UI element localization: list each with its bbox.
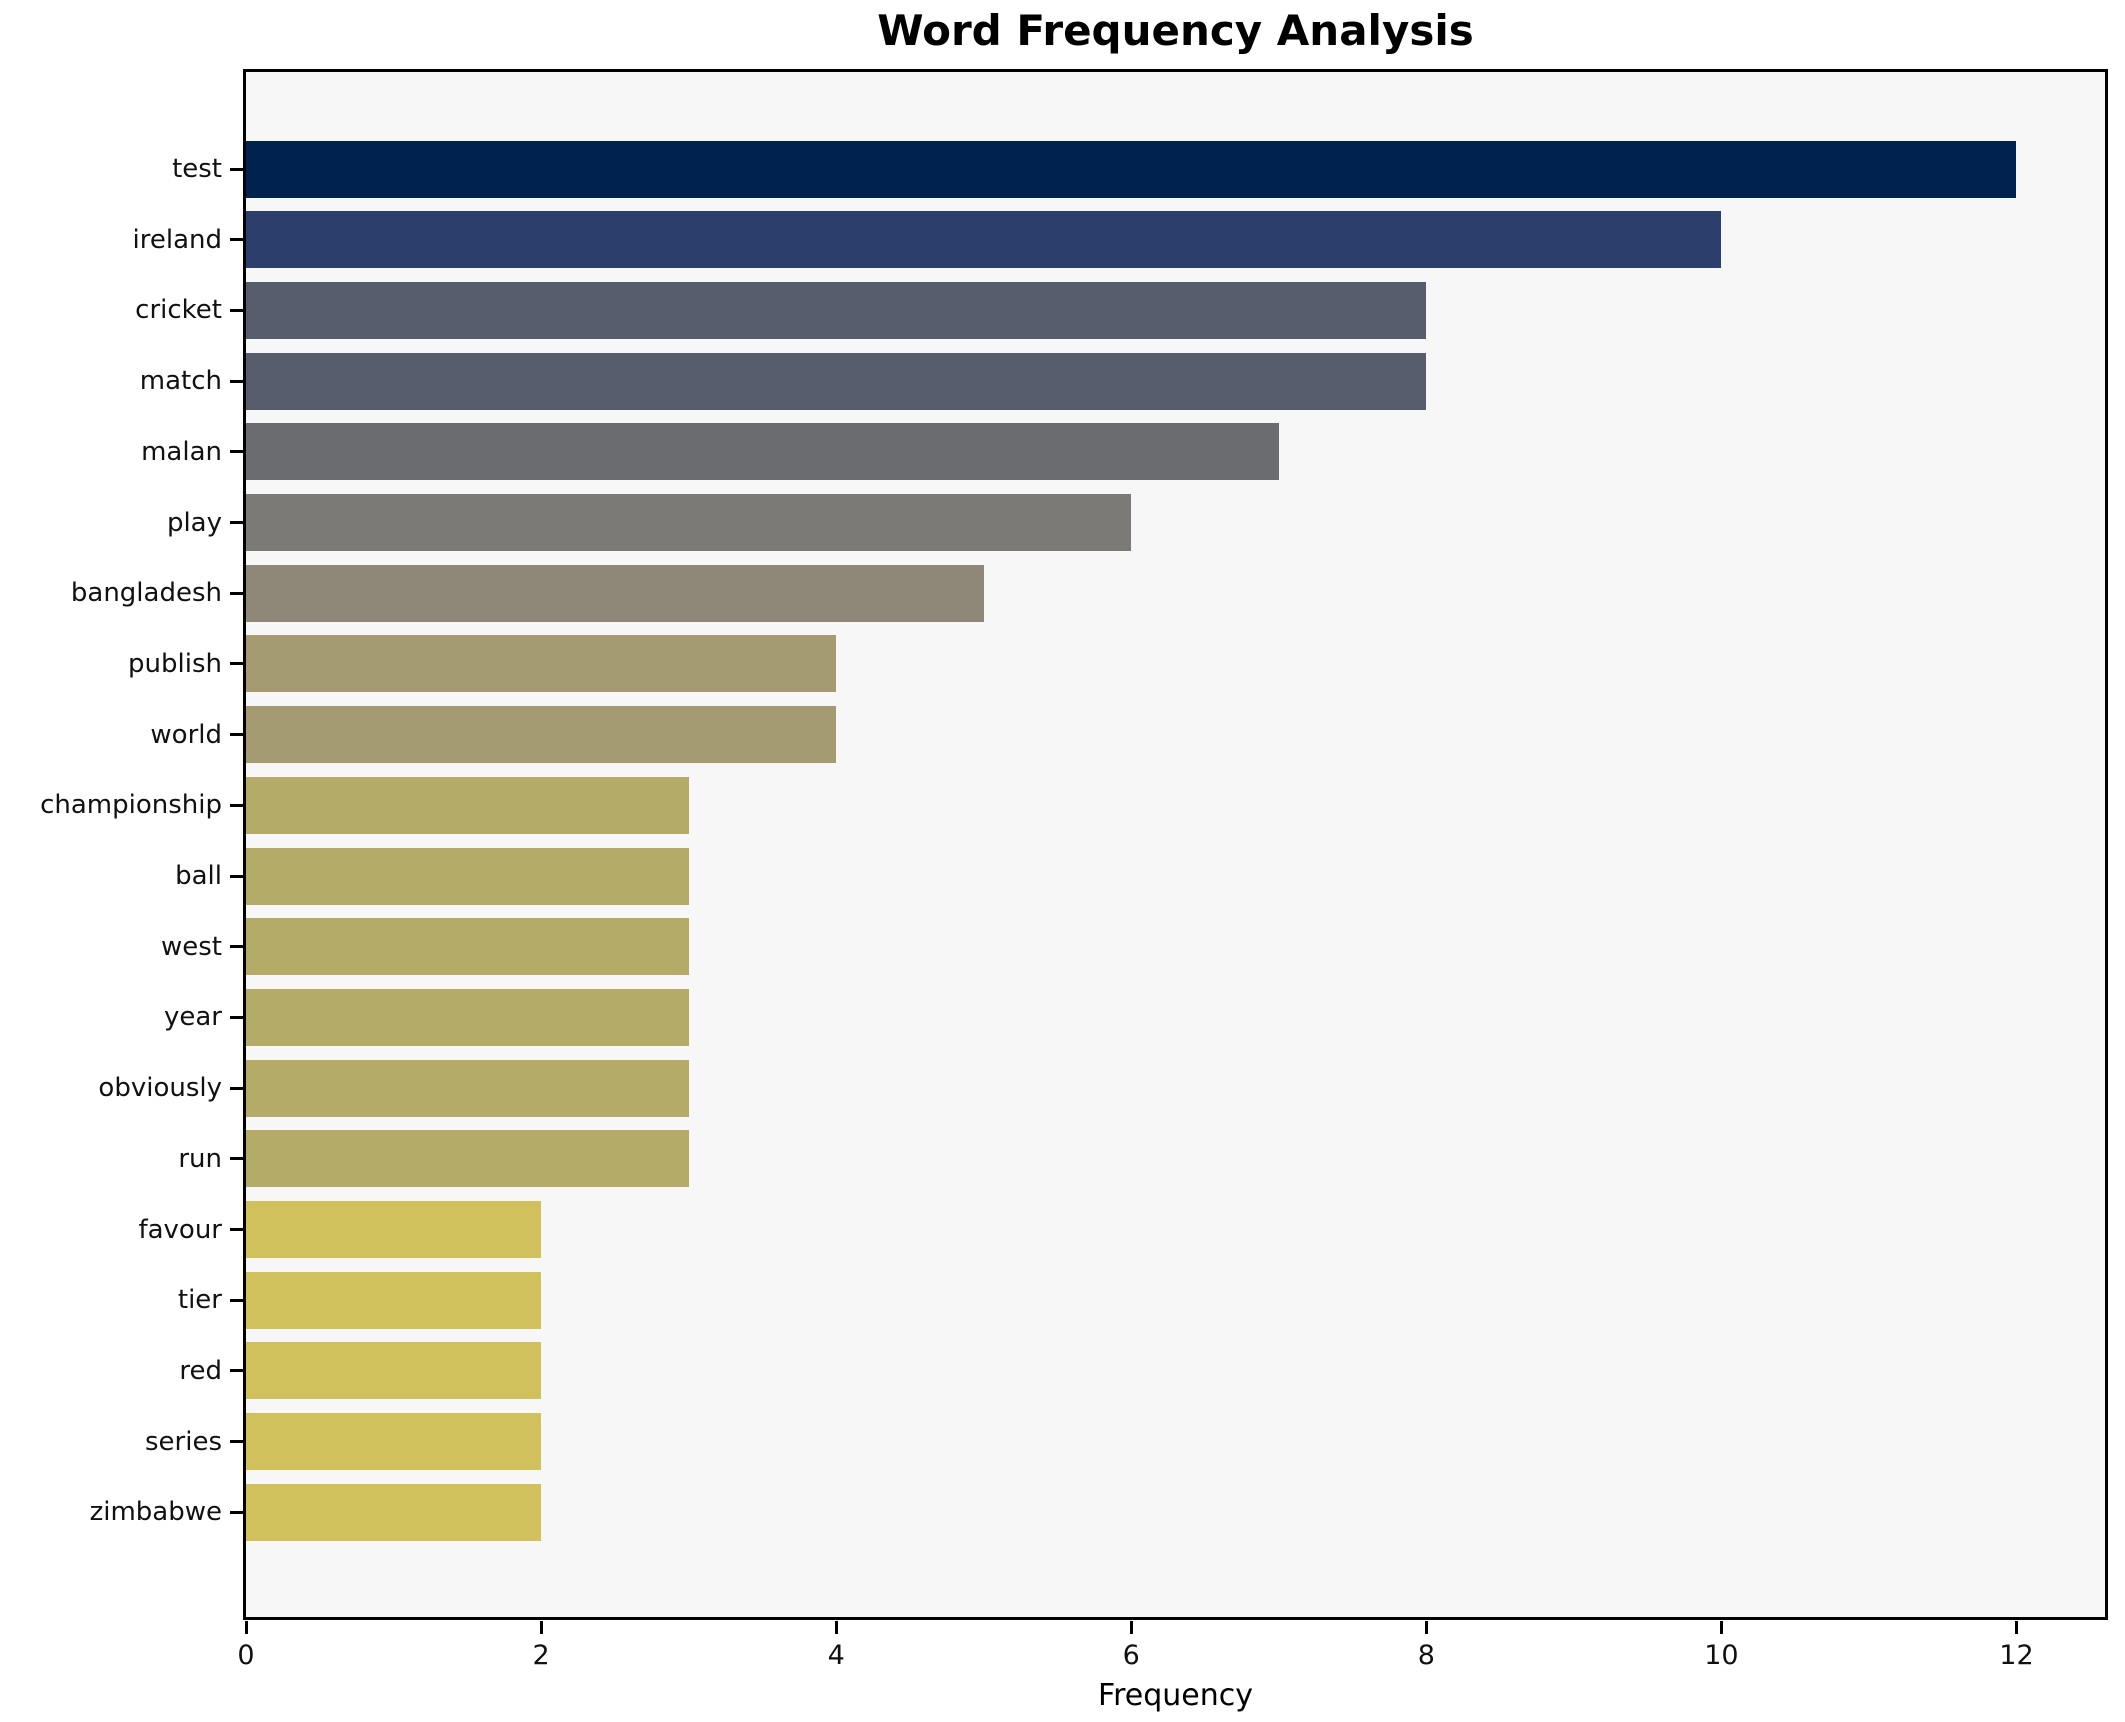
xtick-label-10: 10 [1704,1640,1739,1671]
xtick-mark [1424,1621,1428,1634]
ytick-label-year: year [163,1002,222,1033]
ytick-mark [230,1015,244,1019]
ytick-label-west: west [160,931,222,962]
ytick-label-red: red [179,1355,222,1386]
bar-malan [246,423,1279,481]
ytick-mark [230,803,244,807]
ytick-mark [230,1510,244,1514]
xtick-label-2: 2 [532,1640,550,1671]
ytick-mark [230,379,244,383]
xtick-label-6: 6 [1122,1640,1140,1671]
xtick-label-12: 12 [1999,1640,2034,1671]
xtick-label-8: 8 [1417,1640,1435,1671]
ytick-label-run: run [178,1143,222,1174]
ytick-label-bangladesh: bangladesh [70,578,222,609]
ytick-mark [230,521,244,524]
bar-match [246,352,1427,410]
xtick-label-0: 0 [237,1640,255,1671]
xtick-mark [1719,1621,1723,1634]
ytick-label-world: world [150,719,222,750]
ytick-label-ireland: ireland [132,224,222,255]
ytick-mark [230,1228,244,1231]
ytick-mark [230,1440,244,1444]
ytick-mark [230,1369,244,1373]
bar-zimbabwe [246,1483,542,1541]
ytick-mark [230,1086,244,1090]
ytick-label-series: series [145,1426,222,1457]
bar-test [246,140,2017,198]
x-axis-label: Frequency [1098,1678,1253,1713]
ytick-label-cricket: cricket [135,295,222,326]
bar-west [246,918,689,976]
ytick-label-tier: tier [177,1285,222,1316]
plot-area [243,69,2108,1620]
xtick-mark [2014,1621,2018,1634]
bar-ireland [246,211,1722,269]
xtick-label-4: 4 [827,1640,845,1671]
bar-red [246,1342,542,1400]
xtick-mark [834,1621,838,1634]
ytick-label-malan: malan [141,436,222,467]
bar-publish [246,635,837,693]
bar-tier [246,1271,542,1329]
bar-favour [246,1201,542,1258]
ytick-mark [230,308,244,312]
ytick-mark [230,662,244,666]
ytick-label-test: test [172,154,222,184]
ytick-mark [230,238,244,242]
ytick-label-match: match [139,366,222,397]
ytick-mark [230,1298,244,1302]
bar-year [246,988,689,1046]
bar-championship [246,776,689,834]
ytick-mark [230,591,244,595]
ytick-label-ball: ball [175,861,222,891]
xtick-mark [539,1621,543,1634]
xtick-mark [244,1621,248,1634]
ytick-label-championship: championship [40,790,222,821]
bar-ball [246,847,689,905]
ytick-label-favour: favour [138,1214,222,1245]
ytick-label-zimbabwe: zimbabwe [89,1497,222,1528]
ytick-mark [230,167,244,171]
bar-series [246,1413,542,1471]
ytick-mark [230,1157,244,1161]
ytick-mark [230,450,244,454]
ytick-mark [230,733,244,737]
ytick-mark [230,945,244,949]
bar-run [246,1130,689,1188]
ytick-label-obviously: obviously [98,1073,222,1104]
bar-play [246,494,1132,551]
bar-obviously [246,1059,689,1117]
xtick-mark [1129,1621,1133,1634]
ytick-label-publish: publish [128,648,222,679]
bar-world [246,706,837,764]
bar-cricket [246,281,1427,339]
ytick-label-play: play [166,507,222,538]
bar-bangladesh [246,564,984,622]
chart-title: Word Frequency Analysis [877,6,1474,55]
ytick-mark [230,874,244,878]
